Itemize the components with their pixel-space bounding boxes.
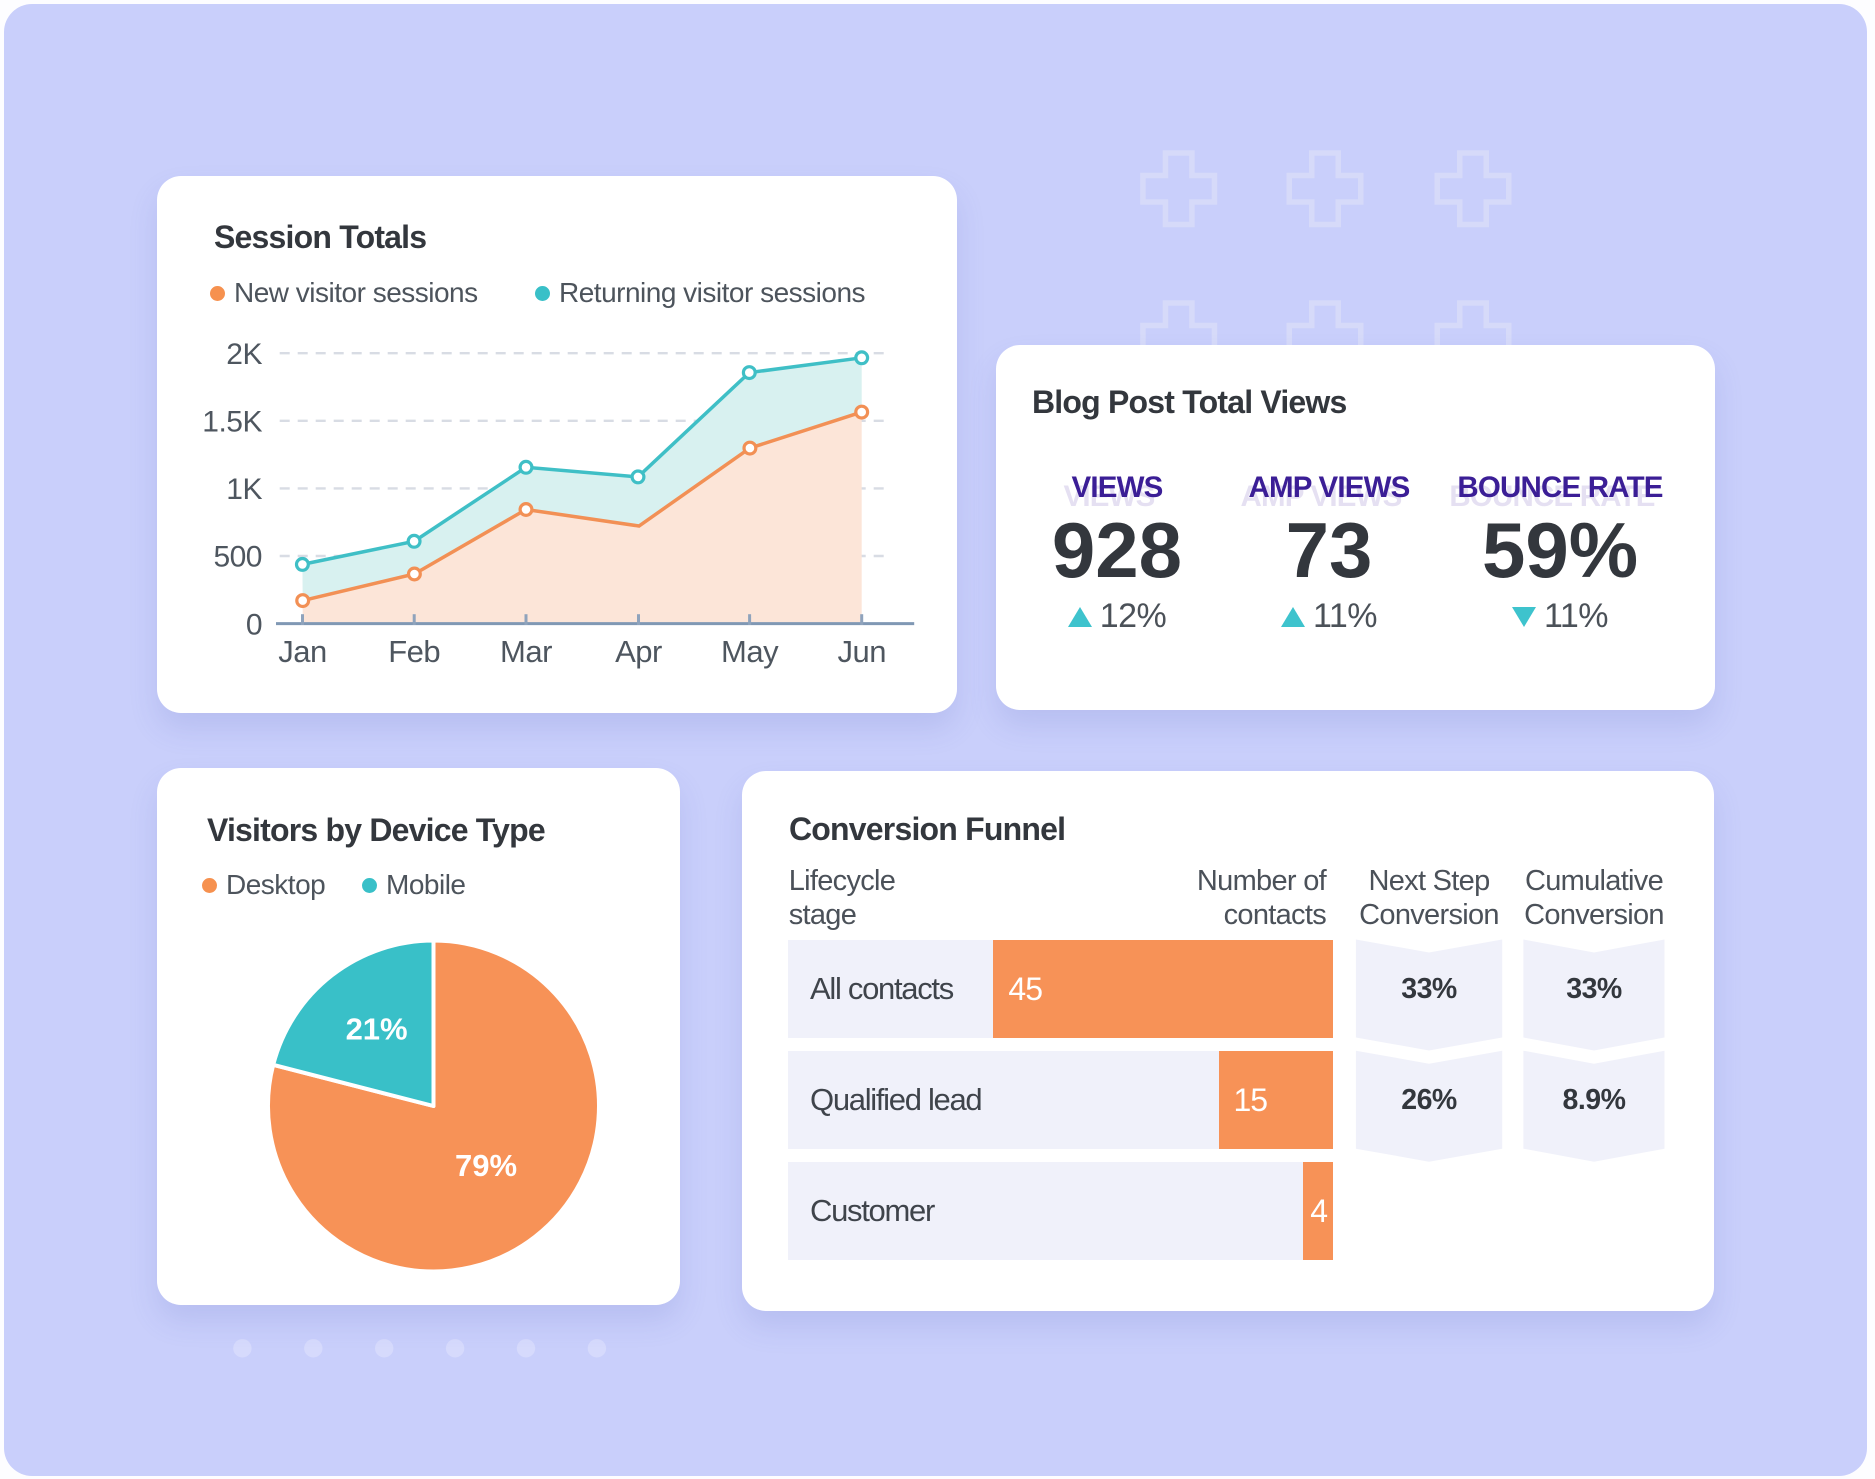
svg-text:Mar: Mar <box>500 634 552 669</box>
svg-text:2K: 2K <box>226 338 262 371</box>
svg-text:Jan: Jan <box>278 634 326 669</box>
svg-text:79%: 79% <box>455 1148 517 1183</box>
svg-text:Feb: Feb <box>388 634 440 669</box>
svg-text:1K: 1K <box>226 473 262 506</box>
svg-text:0: 0 <box>246 608 262 641</box>
svg-text:Jun: Jun <box>837 634 885 669</box>
svg-text:500: 500 <box>213 541 262 574</box>
svg-text:Apr: Apr <box>615 634 662 669</box>
svg-text:May: May <box>721 634 779 669</box>
svg-text:21%: 21% <box>346 1011 408 1046</box>
svg-text:1.5K: 1.5K <box>202 406 262 439</box>
